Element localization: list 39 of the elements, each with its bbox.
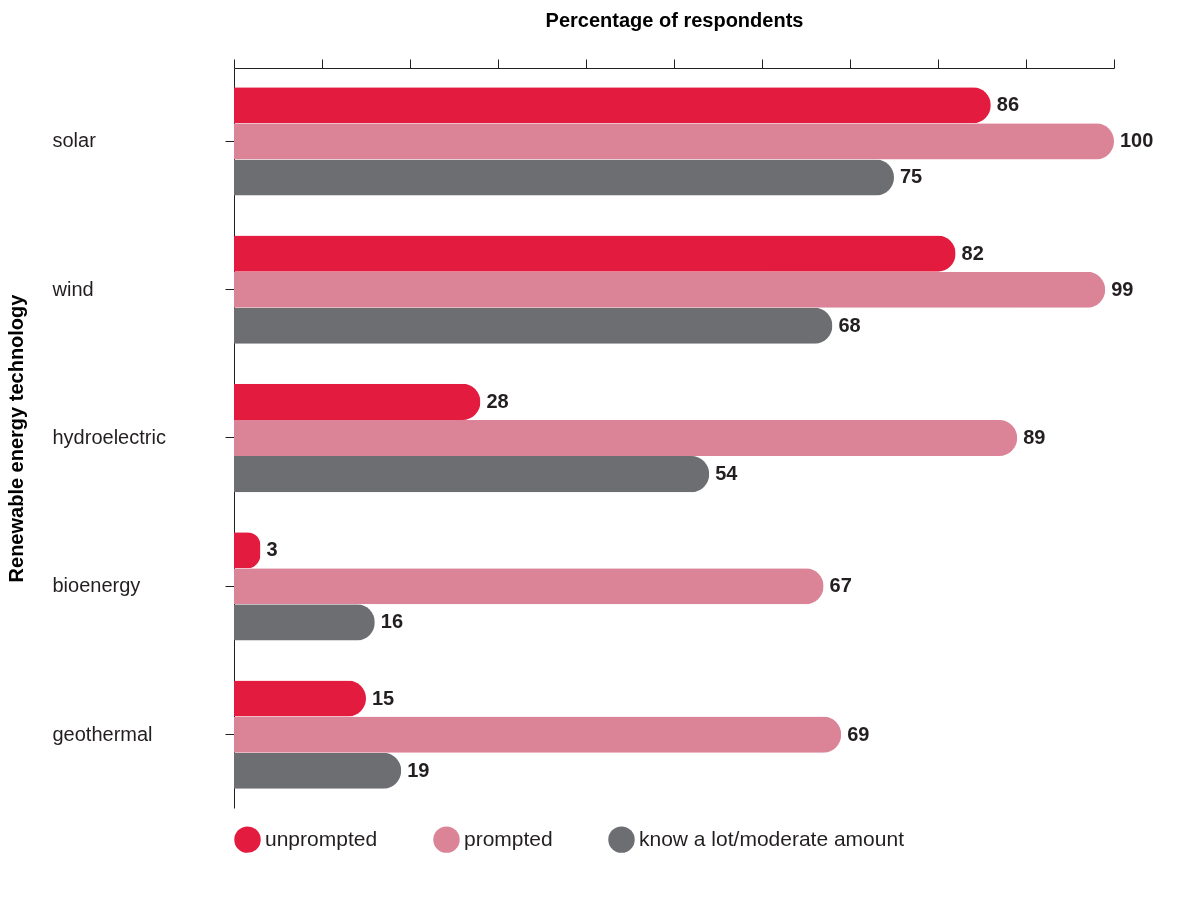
x-axis-title: Percentage of respondents bbox=[545, 9, 804, 31]
bar bbox=[234, 159, 894, 196]
data-label: 16 bbox=[380, 610, 404, 633]
legend-label: know a lot/moderate amount bbox=[639, 826, 905, 850]
data-label: 54 bbox=[715, 462, 739, 485]
bar bbox=[234, 680, 366, 717]
legend-label: unprompted bbox=[265, 826, 378, 850]
bar bbox=[234, 604, 375, 641]
data-label: 19 bbox=[407, 758, 430, 781]
bar bbox=[234, 456, 710, 493]
bar bbox=[234, 123, 1114, 160]
y-axis-title: Renewable energy technology bbox=[4, 293, 27, 583]
data-label: 3 bbox=[266, 538, 278, 561]
data-label: 82 bbox=[961, 241, 984, 264]
y-tick-label: solar bbox=[52, 129, 97, 152]
data-label: 89 bbox=[1023, 426, 1046, 448]
bar bbox=[234, 419, 1018, 457]
bar bbox=[234, 87, 991, 124]
bar bbox=[234, 568, 824, 605]
y-tick-label: bioenergy bbox=[52, 574, 141, 597]
data-label: 15 bbox=[372, 686, 395, 709]
data-label: 69 bbox=[847, 722, 870, 745]
bar bbox=[234, 716, 842, 753]
bar bbox=[234, 271, 1106, 308]
y-tick-label: wind bbox=[51, 277, 94, 300]
bar bbox=[234, 383, 481, 420]
bar bbox=[234, 752, 402, 789]
data-label: 86 bbox=[996, 93, 1020, 116]
data-label: 75 bbox=[900, 165, 923, 188]
y-tick-label: hydroelectric bbox=[52, 426, 166, 448]
data-label: 100 bbox=[1120, 129, 1154, 152]
bar bbox=[234, 307, 833, 344]
y-tick-label: geothermal bbox=[52, 722, 153, 745]
data-label: 68 bbox=[838, 313, 861, 336]
legend-label: prompted bbox=[464, 826, 553, 850]
bar bbox=[234, 235, 956, 272]
data-label: 67 bbox=[829, 574, 852, 597]
data-label: 99 bbox=[1111, 277, 1134, 300]
data-label: 28 bbox=[486, 389, 509, 412]
